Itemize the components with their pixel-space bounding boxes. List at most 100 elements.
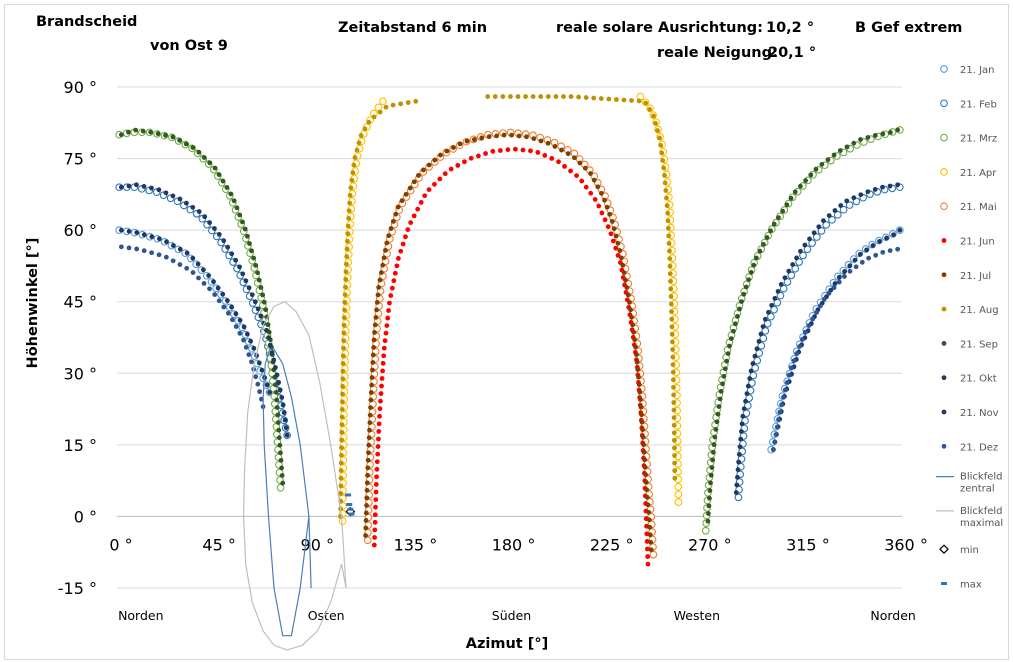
data-point [791, 358, 797, 364]
data-point [383, 104, 389, 110]
data-point [649, 550, 658, 559]
direction-label: Norden [118, 608, 163, 623]
data-point [339, 414, 345, 420]
data-point [340, 384, 346, 389]
data-point [269, 350, 275, 355]
data-point [639, 419, 645, 425]
data-point [770, 305, 778, 314]
data-point [497, 148, 503, 153]
data-point [802, 329, 808, 335]
data-point [247, 241, 252, 246]
data-point [706, 511, 711, 516]
data-point [339, 422, 345, 428]
data-point [347, 200, 353, 206]
data-point [118, 244, 124, 250]
data-point [383, 330, 389, 336]
data-point [545, 94, 551, 99]
data-point [864, 247, 869, 253]
data-point [776, 215, 781, 220]
data-point [737, 444, 743, 450]
variant-label: B Gef extrem [855, 20, 963, 36]
data-point [367, 427, 372, 433]
data-point [838, 203, 844, 208]
data-point [772, 295, 778, 301]
data-point [614, 97, 619, 102]
data-point [390, 218, 396, 224]
data-point [242, 226, 248, 232]
series-21-mai [363, 128, 658, 559]
data-point [248, 338, 253, 344]
data-point [621, 270, 627, 276]
data-point [866, 255, 872, 261]
data-point [776, 291, 785, 300]
data-point [705, 518, 711, 524]
data-point [374, 474, 379, 480]
data-point [735, 467, 741, 473]
data-point [842, 269, 847, 274]
data-point [647, 532, 653, 538]
data-point [599, 210, 605, 216]
data-point [395, 204, 401, 210]
data-point [212, 165, 218, 171]
data-point [276, 380, 282, 385]
data-point [374, 307, 380, 313]
data-point [224, 185, 230, 190]
data-point [663, 188, 669, 193]
data-point [821, 218, 826, 224]
data-point [718, 388, 724, 394]
data-point [747, 376, 753, 381]
data-point [710, 457, 716, 463]
data-point [738, 436, 744, 442]
data-point [148, 129, 154, 135]
data-point [212, 292, 218, 297]
data-point [836, 274, 842, 280]
data-point [149, 234, 155, 240]
data-point [736, 459, 742, 465]
data-point [378, 398, 383, 404]
legend-label: 21. Feb [960, 99, 997, 110]
data-point [251, 255, 257, 261]
data-point [341, 322, 347, 328]
data-point [788, 365, 794, 371]
data-point [374, 459, 380, 465]
data-point [606, 96, 612, 102]
legend-item: 21. Dez [941, 442, 998, 453]
data-point [141, 232, 147, 238]
data-point [386, 233, 392, 239]
legend: 21. Jan 21. Feb 21. Mrz 21. Apr 21. Mai 21. J… [936, 65, 1003, 591]
data-point [758, 331, 764, 337]
legend-item: 21. Sep [941, 339, 998, 350]
data-point [251, 345, 257, 351]
data-point [538, 138, 544, 144]
data-point [611, 226, 617, 232]
data-point [520, 147, 526, 153]
data-point [670, 347, 676, 352]
data-point [624, 285, 630, 290]
data-point [264, 382, 270, 388]
data-point [341, 330, 347, 336]
data-point [411, 213, 417, 219]
data-point [220, 291, 226, 297]
data-point [709, 465, 715, 471]
data-point [644, 494, 650, 500]
data-point [501, 132, 507, 138]
data-point [398, 101, 404, 107]
data-point [378, 270, 384, 275]
data-point [641, 449, 647, 455]
data-point [408, 220, 414, 225]
data-point [857, 251, 863, 257]
data-point [772, 439, 778, 445]
data-point [745, 394, 754, 402]
series-21-feb [115, 183, 904, 502]
data-point [344, 254, 350, 259]
data-point [842, 274, 847, 279]
data-point [836, 279, 842, 285]
data-point [380, 360, 386, 366]
data-point [759, 334, 768, 343]
legend-marker [940, 133, 948, 142]
data-point [233, 257, 239, 263]
data-point [156, 187, 162, 193]
data-point [394, 263, 400, 269]
data-point [781, 394, 786, 400]
legend-item: 21. Aug [941, 305, 999, 316]
